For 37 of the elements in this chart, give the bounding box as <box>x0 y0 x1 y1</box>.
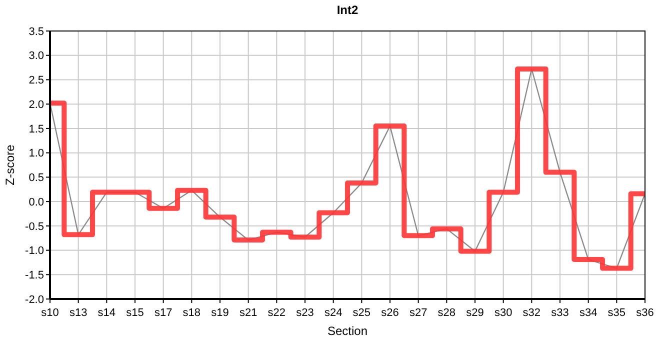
y-tick-label: 2.5 <box>28 74 44 87</box>
x-tick-label: s26 <box>381 307 399 319</box>
x-tick-label: s23 <box>296 307 314 319</box>
x-tick-label: s15 <box>126 307 144 319</box>
x-tick-label: s35 <box>608 307 626 319</box>
x-tick-label: s22 <box>268 307 286 319</box>
y-tick-label: 3.5 <box>28 26 44 38</box>
x-tick-label: s18 <box>182 307 201 319</box>
y-tick-label: 1.0 <box>28 148 44 160</box>
y-tick-label: 0.0 <box>28 196 44 208</box>
x-tick-label: s24 <box>324 307 342 319</box>
y-tick-label: -1.5 <box>25 269 44 282</box>
y-axis-title: Z-score <box>3 144 17 186</box>
y-tick-label: -0.5 <box>25 220 44 233</box>
y-tick-label: -2.0 <box>25 294 44 306</box>
y-tick-label: 2.0 <box>28 98 44 111</box>
y-tick-label: 3.0 <box>28 50 44 62</box>
x-tick-label: s33 <box>551 307 569 319</box>
x-tick-label: s21 <box>239 307 258 319</box>
y-tick-label: 1.5 <box>28 123 44 136</box>
x-tick-label: s28 <box>438 307 456 319</box>
x-tick-label: s27 <box>409 307 428 319</box>
x-tick-label: s29 <box>466 307 484 319</box>
x-tick-label: s32 <box>522 307 541 319</box>
y-tick-label: -1.0 <box>25 245 44 258</box>
x-tick-label: s34 <box>579 307 598 319</box>
chart-title: Int2 <box>336 3 358 17</box>
x-tick-label: s10 <box>41 307 59 319</box>
x-tick-label: s14 <box>98 307 116 319</box>
y-tick-label: 0.5 <box>28 172 44 184</box>
x-tick-label: s36 <box>636 307 654 319</box>
x-tick-label: s17 <box>154 307 172 319</box>
x-tick-label: s25 <box>352 307 371 319</box>
x-tick-label: s19 <box>211 307 229 319</box>
x-tick-label: s13 <box>69 307 88 319</box>
x-tick-label: s30 <box>494 307 512 319</box>
x-axis-title: Section <box>327 324 368 338</box>
